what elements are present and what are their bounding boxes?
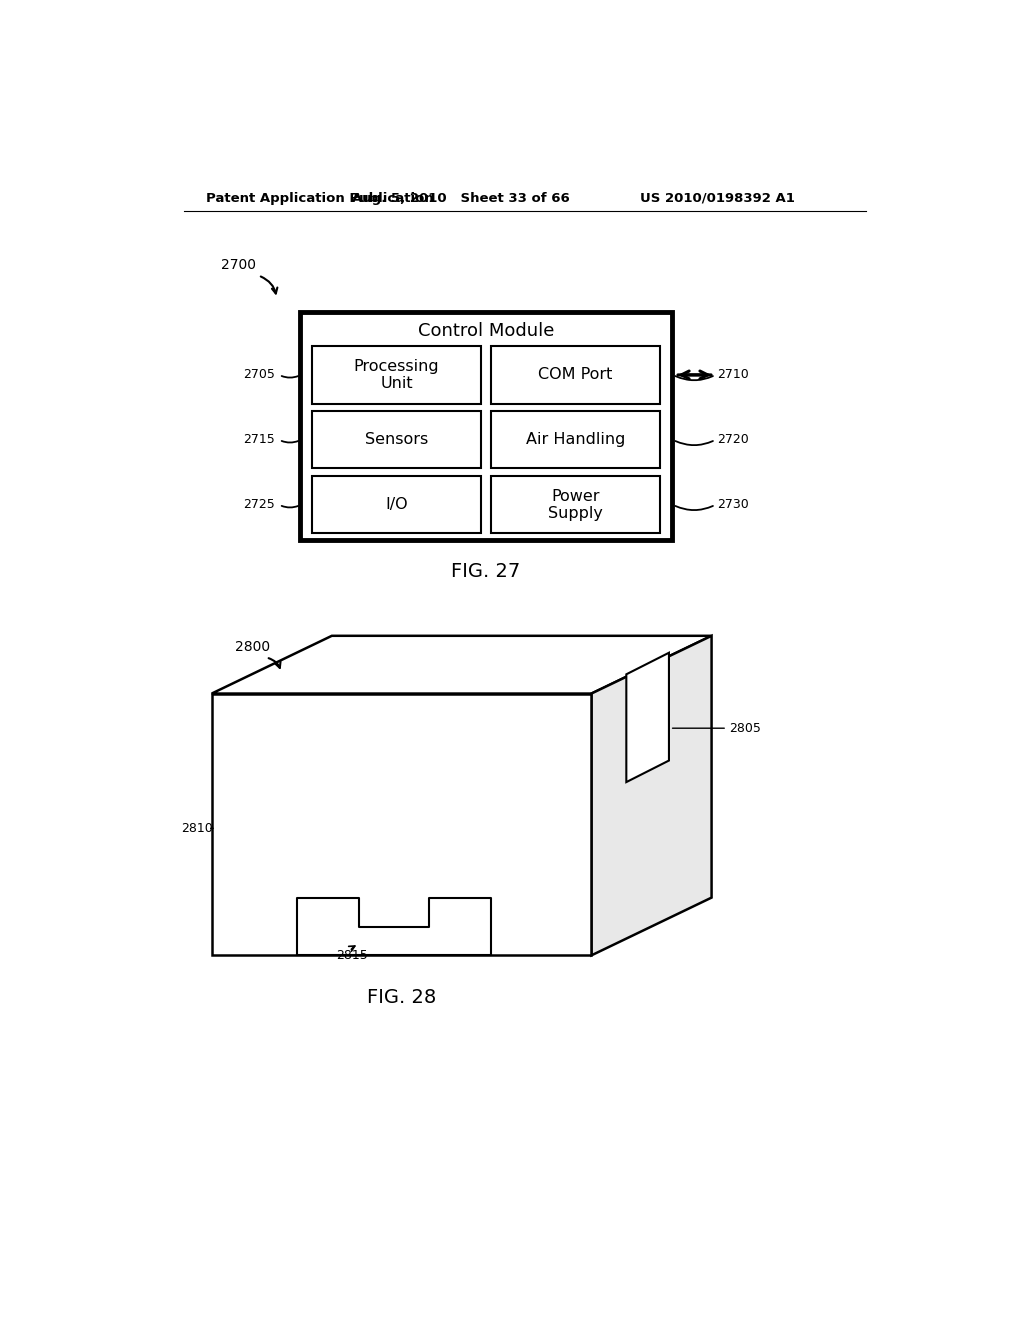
Bar bbox=[492, 346, 659, 404]
Bar bbox=[492, 412, 659, 469]
Text: Air Handling: Air Handling bbox=[526, 433, 626, 447]
Text: Processing
Unit: Processing Unit bbox=[353, 359, 439, 391]
Text: US 2010/0198392 A1: US 2010/0198392 A1 bbox=[640, 191, 795, 205]
Text: 2730: 2730 bbox=[717, 498, 749, 511]
Text: 2725: 2725 bbox=[244, 498, 275, 511]
Text: 2810: 2810 bbox=[180, 822, 212, 834]
Text: Aug. 5, 2010   Sheet 33 of 66: Aug. 5, 2010 Sheet 33 of 66 bbox=[352, 191, 570, 205]
Text: FIG. 27: FIG. 27 bbox=[452, 562, 520, 581]
Text: 2715: 2715 bbox=[244, 433, 275, 446]
Text: I/O: I/O bbox=[385, 498, 408, 512]
Polygon shape bbox=[592, 636, 712, 956]
Polygon shape bbox=[212, 693, 592, 956]
Bar bbox=[492, 477, 659, 533]
Bar bbox=[300, 313, 672, 540]
Text: 2815: 2815 bbox=[336, 949, 368, 962]
Bar bbox=[312, 412, 480, 469]
Text: 2800: 2800 bbox=[234, 640, 270, 655]
Text: 2705: 2705 bbox=[244, 368, 275, 381]
Bar bbox=[312, 477, 480, 533]
Text: COM Port: COM Port bbox=[539, 367, 612, 383]
Text: 2710: 2710 bbox=[717, 368, 749, 381]
Polygon shape bbox=[212, 636, 712, 693]
Polygon shape bbox=[627, 653, 669, 781]
Bar bbox=[312, 346, 480, 404]
Text: 2805: 2805 bbox=[729, 722, 761, 735]
Text: 2700: 2700 bbox=[221, 257, 256, 272]
Text: Patent Application Publication: Patent Application Publication bbox=[206, 191, 433, 205]
Text: Control Module: Control Module bbox=[418, 322, 554, 339]
Text: FIG. 28: FIG. 28 bbox=[367, 989, 436, 1007]
Text: Sensors: Sensors bbox=[365, 433, 428, 447]
Text: Power
Supply: Power Supply bbox=[548, 488, 603, 521]
Text: 2720: 2720 bbox=[717, 433, 749, 446]
